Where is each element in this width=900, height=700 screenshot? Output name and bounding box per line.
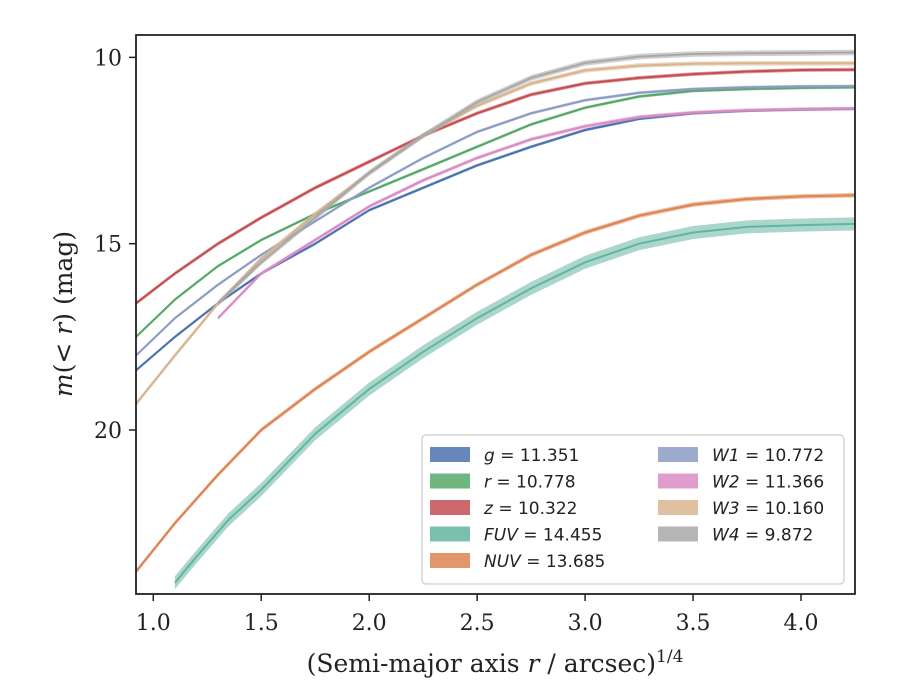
- series-z: [136, 67, 855, 306]
- line-w1: [136, 85, 855, 357]
- band-r: [136, 85, 855, 339]
- legend-item-w2: W2 = 11.366: [658, 473, 824, 493]
- legend-swatch: [658, 447, 698, 462]
- band-g: [136, 107, 855, 372]
- legend-swatch: [430, 553, 470, 568]
- series-w3: [136, 61, 855, 407]
- y-tick-label: 15: [94, 233, 122, 258]
- legend-swatch: [430, 526, 470, 542]
- x-tick-label: 4.0: [784, 611, 819, 636]
- legend-label: g = 11.351: [484, 446, 579, 466]
- legend-swatch: [658, 526, 698, 542]
- legend-label: r = 10.778: [484, 473, 576, 493]
- band-w3: [136, 61, 855, 407]
- y-axis-title: m(< r) (mag): [49, 231, 78, 397]
- x-tick-label: 2.0: [352, 611, 387, 636]
- legend-label: z = 10.322: [483, 499, 577, 519]
- series-nuv: [136, 193, 855, 574]
- x-tick-label: 1.5: [244, 611, 279, 636]
- legend-label: W3 = 10.160: [712, 499, 824, 519]
- series-g: [136, 107, 855, 372]
- x-tick-label: 2.5: [460, 611, 495, 636]
- y-tick-label: 20: [94, 419, 122, 444]
- series-w1: [136, 84, 855, 357]
- line-g: [136, 107, 855, 372]
- legend: g = 11.351 r = 10.778 z = 10.322 FUV = 14.4…: [421, 434, 845, 585]
- legend-label: NUV = 13.685: [484, 552, 605, 572]
- y-tick-label: 10: [94, 46, 122, 71]
- legend-swatch: [430, 500, 470, 515]
- legend-label: W2 = 11.366: [712, 473, 824, 493]
- line-w3: [136, 62, 855, 405]
- legend-item-w3: W3 = 10.160: [658, 499, 824, 519]
- x-axis-title-exponent: 1/4: [656, 647, 683, 667]
- legend-item-nuv: NUV = 13.685: [430, 552, 605, 572]
- line-z: [136, 68, 855, 305]
- series-layer: [136, 49, 855, 590]
- x-axis: 1.0 1.5 2.0 2.5 3.0 3.5 4.0: [136, 594, 819, 636]
- series-w4: [217, 49, 855, 307]
- line-w4: [217, 51, 855, 305]
- line-r: [136, 86, 855, 338]
- x-tick-label: 3.5: [676, 611, 711, 636]
- legend-swatch: [430, 447, 470, 462]
- band-fuv: [174, 217, 855, 590]
- x-tick-label: 1.0: [136, 611, 171, 636]
- plot-frame: [135, 34, 856, 595]
- legend-item-w4: W4 = 9.872: [658, 526, 813, 546]
- series-r: [136, 85, 855, 339]
- series-fuv: [174, 217, 855, 590]
- legend-item-z: z = 10.322: [430, 499, 577, 519]
- legend-swatch: [430, 473, 470, 489]
- legend-item-g: g = 11.351: [430, 446, 579, 466]
- legend-item-fuv: FUV = 14.455: [430, 526, 602, 546]
- legend-item-r: r = 10.778: [430, 473, 576, 493]
- band-z: [136, 67, 855, 306]
- x-axis-title-text: (Semi-major axis r / arcsec): [307, 649, 656, 678]
- line-w2: [217, 107, 855, 319]
- x-tick-label: 3.0: [568, 611, 603, 636]
- y-axis: 10 15 20: [94, 46, 136, 444]
- legend-label: W4 = 9.872: [712, 526, 813, 546]
- legend-label: FUV = 14.455: [484, 526, 602, 546]
- legend-label: W1 = 10.772: [712, 446, 824, 466]
- line-fuv: [174, 222, 855, 584]
- line-nuv: [136, 194, 855, 573]
- x-axis-title: (Semi-major axis r / arcsec)1/4: [307, 647, 684, 678]
- legend-frame: [421, 434, 845, 585]
- series-w2: [217, 106, 855, 321]
- legend-swatch: [658, 500, 698, 515]
- legend-swatch: [658, 473, 698, 489]
- legend-item-w1: W1 = 10.772: [658, 446, 824, 466]
